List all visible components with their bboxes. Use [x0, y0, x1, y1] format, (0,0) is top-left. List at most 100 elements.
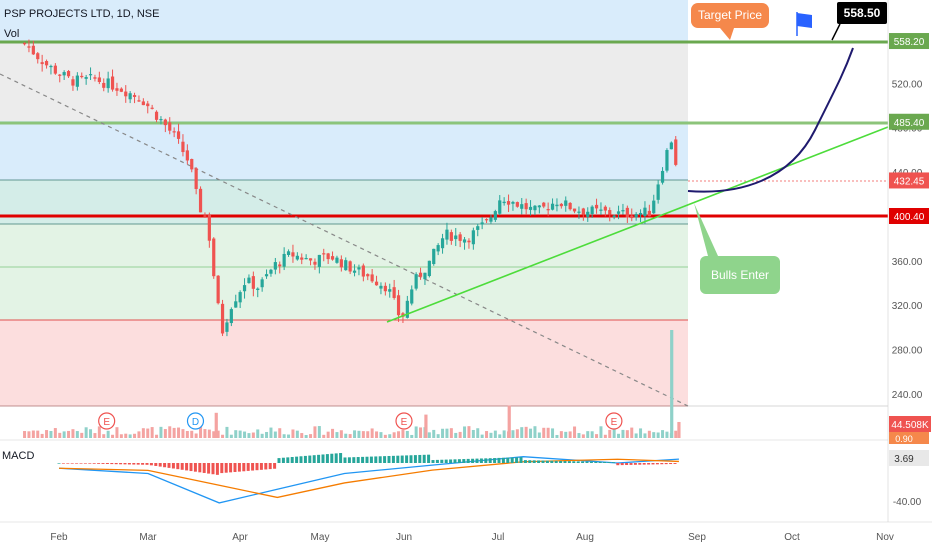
candle-body	[396, 295, 401, 316]
candle-body	[203, 215, 207, 217]
volume-bar	[335, 432, 339, 438]
volume-bar	[467, 426, 471, 438]
time-tick-label: Aug	[576, 532, 594, 543]
candle-body	[520, 204, 524, 209]
volume-bar	[608, 429, 612, 438]
candle-body	[586, 211, 590, 217]
volume-bar	[480, 434, 484, 438]
volume-bar	[555, 434, 559, 438]
macd-histogram-bar	[57, 463, 61, 464]
volume-bar	[282, 434, 286, 438]
projection-curve[interactable]	[687, 47, 854, 193]
macd-histogram-bar	[365, 456, 369, 463]
volume-bar	[291, 429, 295, 438]
volume-bar	[511, 430, 515, 438]
volume-bar	[515, 429, 519, 438]
candle-body	[528, 206, 533, 210]
macd-histogram-bar	[431, 460, 435, 463]
candle-body	[220, 303, 225, 334]
candle-body	[330, 256, 335, 260]
candle-body	[229, 309, 233, 324]
candle-body	[168, 122, 172, 131]
candle-body	[317, 254, 321, 267]
event-marker[interactable]	[186, 412, 205, 430]
event-marker[interactable]	[395, 412, 413, 430]
volume-bar	[141, 428, 145, 438]
target-price-callout[interactable]: Target Price	[691, 3, 769, 28]
candle-body	[572, 208, 577, 212]
volume-bar	[388, 434, 392, 438]
macd-histogram-bar	[638, 463, 642, 465]
volume-bar	[168, 426, 172, 438]
volume-bar	[471, 429, 475, 438]
candle-body	[674, 139, 678, 165]
candle-body	[506, 201, 511, 205]
volume-bar	[199, 426, 203, 438]
volume-bar	[177, 427, 181, 438]
candle-body	[93, 77, 97, 79]
macd-histogram-bar	[242, 463, 246, 472]
candle-body	[256, 288, 260, 291]
volume-bar	[551, 428, 555, 438]
volume-bar	[137, 431, 141, 438]
macd-histogram-bar	[132, 463, 136, 465]
volume-bar	[498, 434, 502, 438]
macd-histogram-bar	[61, 463, 65, 464]
time-tick-label: Mar	[139, 532, 157, 543]
candle-body	[630, 215, 634, 219]
candle-body	[445, 229, 449, 240]
macd-histogram-bar	[475, 458, 479, 463]
macd-histogram-bar	[647, 463, 651, 465]
price-flag-label[interactable]: 558.50	[837, 2, 887, 24]
level-label-box	[889, 113, 929, 130]
candle-body	[418, 272, 423, 277]
macd-histogram-bar	[75, 463, 79, 464]
macd-histogram-bar	[229, 463, 233, 473]
volume-bar	[97, 426, 101, 438]
candle-body	[471, 230, 475, 245]
macd-histogram-bar	[352, 457, 356, 463]
candle-body	[559, 203, 563, 207]
macd-histogram-bar	[537, 460, 541, 463]
candle-body	[625, 207, 629, 218]
volume-bar	[71, 429, 75, 438]
macd-histogram-bar	[154, 463, 158, 466]
candle-body	[119, 88, 123, 92]
volume-bar	[309, 434, 313, 438]
volume-bar	[348, 434, 352, 438]
volume-bar	[207, 429, 211, 438]
candle-body	[326, 253, 330, 260]
candle-body	[427, 260, 431, 277]
time-axis[interactable]: Feb Mar Apr May Jun Jul Aug Sep Oct Nov	[50, 532, 894, 543]
volume-spike-bar	[424, 414, 428, 438]
macd-histogram-bar	[193, 463, 197, 472]
event-marker[interactable]	[605, 412, 623, 430]
volume-bar	[62, 431, 66, 438]
macd-histogram-bar	[554, 460, 558, 463]
price-tick-label: 280.00	[892, 346, 923, 357]
candle-body	[656, 184, 660, 200]
macd-histogram-bar	[563, 461, 567, 463]
event-marker-label: E	[401, 417, 408, 428]
volume-bar	[370, 428, 374, 438]
candle-body	[154, 111, 159, 120]
macd-histogram-bar	[127, 463, 131, 465]
macd-histogram-bar	[611, 462, 615, 463]
time-tick-label: Apr	[232, 532, 248, 543]
volume-bar	[58, 432, 62, 438]
candle-body	[137, 100, 141, 102]
macd-histogram-bar	[70, 463, 74, 464]
macd-histogram-bar	[92, 463, 96, 464]
macd-histogram-bar	[185, 463, 189, 471]
flag-icon[interactable]	[796, 12, 812, 36]
volume-bar	[45, 430, 49, 438]
volume-group	[23, 330, 681, 438]
macd-histogram-bar	[471, 458, 475, 463]
event-marker[interactable]	[98, 412, 116, 430]
volume-bar	[260, 433, 264, 438]
bulls-enter-callout[interactable]: Bulls Enter	[700, 256, 780, 294]
support-trendline[interactable]	[386, 126, 889, 323]
macd-histogram-bar	[479, 458, 483, 463]
